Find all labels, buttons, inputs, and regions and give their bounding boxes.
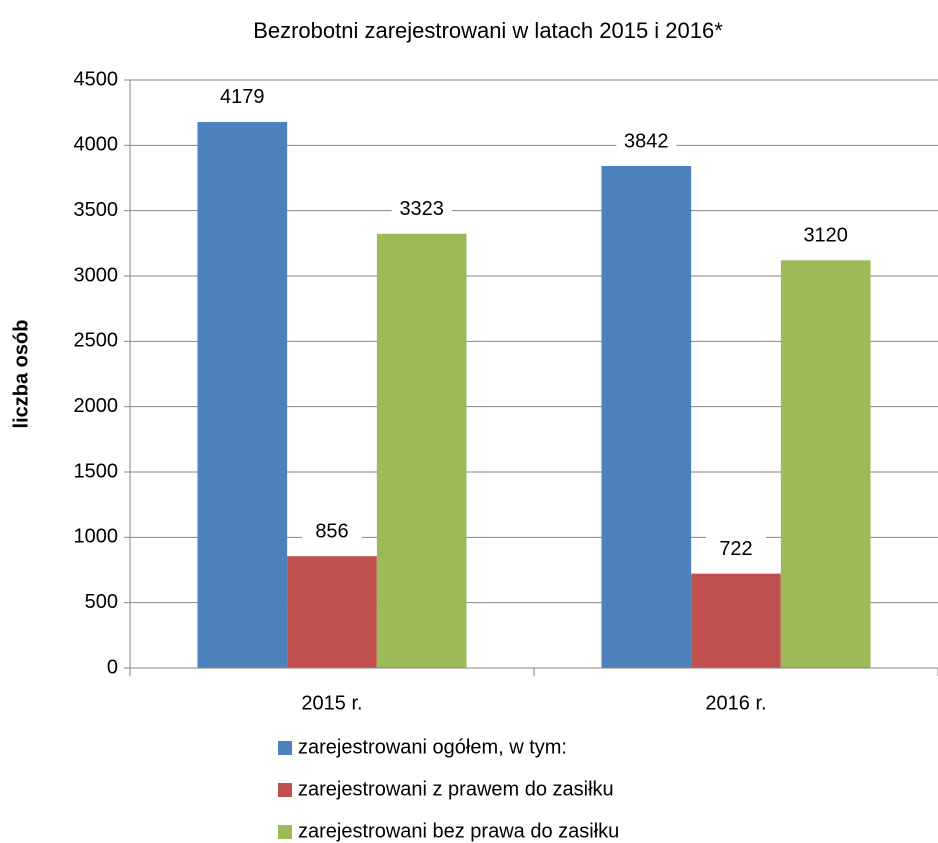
data-label: 722: [719, 538, 752, 560]
y-tick-label: 1000: [74, 526, 119, 548]
data-label-bg: [212, 84, 273, 111]
x-tick-label: 2015 r.: [301, 692, 362, 714]
bar: [780, 260, 871, 668]
y-tick-label: 4000: [74, 134, 119, 156]
legend-swatch: [278, 741, 292, 755]
y-tick-label: 3000: [74, 264, 119, 286]
data-label: 4179: [220, 86, 265, 108]
legend-label: zarejestrowani ogółem, w tym:: [298, 736, 567, 758]
y-axis-title: liczba osób: [10, 320, 32, 429]
data-label-bg: [616, 128, 677, 155]
y-tick-label: 2500: [74, 330, 119, 352]
data-label: 3120: [803, 225, 848, 247]
data-label: 3323: [399, 198, 444, 220]
y-tick-label: 4500: [74, 68, 119, 90]
legend-label: zarejestrowani bez prawa do zasiłku: [298, 820, 619, 842]
data-label-bg: [795, 223, 856, 250]
bar: [376, 233, 467, 668]
legend-swatch: [278, 825, 292, 839]
y-tick-label: 500: [85, 591, 118, 613]
legend-swatch: [278, 783, 292, 797]
legend-label: zarejestrowani z prawem do zasiłku: [298, 778, 614, 800]
bar: [601, 165, 692, 668]
bar: [197, 121, 288, 669]
y-tick-label: 0: [107, 656, 118, 678]
bar: [287, 556, 377, 668]
data-label: 3842: [624, 130, 669, 152]
data-label-bg: [391, 196, 452, 223]
data-label: 856: [315, 520, 348, 542]
data-label-bg: [302, 519, 362, 546]
data-label-bg: [706, 536, 766, 563]
y-tick-label: 1500: [74, 460, 119, 482]
y-tick-label: 2000: [74, 395, 119, 417]
bar: [691, 573, 781, 668]
x-tick-label: 2016 r.: [705, 692, 766, 714]
y-tick-label: 3500: [74, 199, 119, 221]
chart-title: Bezrobotni zarejestrowani w latach 2015 …: [253, 18, 723, 43]
